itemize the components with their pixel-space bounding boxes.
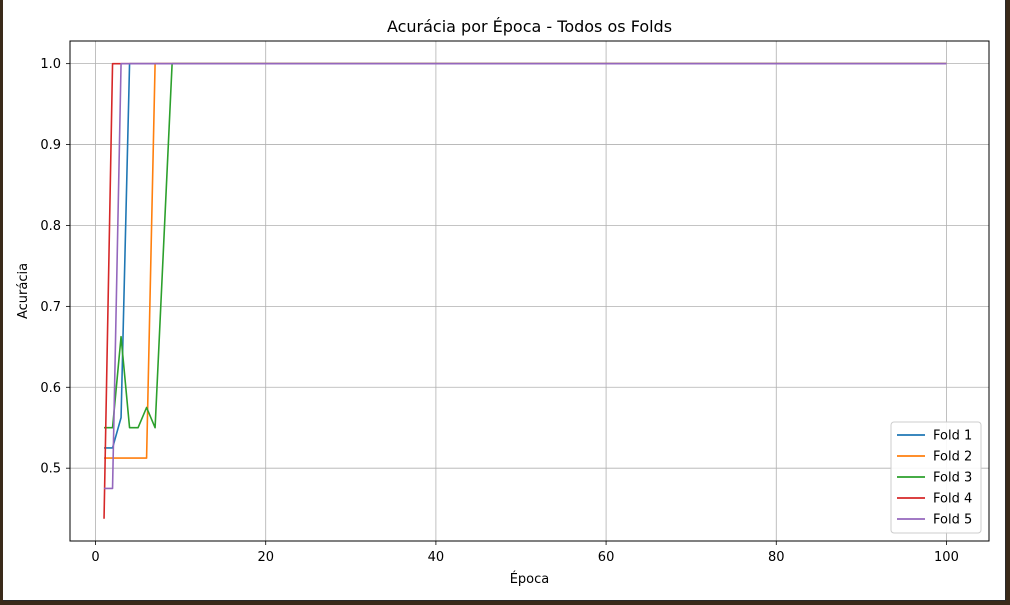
legend: Fold 1 Fold 2 Fold 3 Fold 4 Fold 5 [890, 421, 982, 534]
x-tick-label: 20 [257, 550, 274, 565]
x-tick-label: 100 [934, 550, 959, 565]
plot-area [69, 40, 990, 542]
series-line-fold-3 [104, 62, 947, 429]
x-axis-label: Época [510, 571, 550, 587]
x-tick-label: 80 [768, 550, 785, 565]
figure-canvas: 0 20 40 60 80 100 0.5 0.6 0.7 0.8 0.9 1.0 Acurácia … [3, 0, 1006, 601]
legend-label-fold-4: Fold 4 [933, 492, 972, 507]
legend-box [890, 421, 982, 534]
y-tick-label: 0.8 [40, 219, 61, 234]
series-lines [103, 62, 947, 519]
x-tick-label: 40 [428, 550, 445, 565]
series-line-fold-2 [104, 62, 947, 459]
axis-ticks: 0 20 40 60 80 100 0.5 0.6 0.7 0.8 0.9 1.0 [40, 57, 959, 565]
chart-title: Acurácia por Época - Todos os Folds [387, 17, 672, 36]
y-axis-label: Acurácia [16, 263, 31, 319]
y-tick-label: 0.9 [40, 138, 61, 153]
x-tick-label: 60 [598, 550, 615, 565]
legend-label-fold-2: Fold 2 [933, 450, 972, 465]
grid [70, 41, 989, 541]
line-chart: 0 20 40 60 80 100 0.5 0.6 0.7 0.8 0.9 1.0 Acurácia … [16, 17, 990, 587]
series-line-fold-1 [104, 62, 947, 449]
legend-label-fold-1: Fold 1 [933, 429, 972, 444]
y-tick-label: 0.7 [40, 300, 61, 315]
series-line-fold-4 [103, 62, 947, 519]
legend-label-fold-5: Fold 5 [933, 513, 972, 528]
series-line-fold-5 [104, 62, 947, 490]
x-tick-label: 0 [91, 550, 99, 565]
y-tick-label: 1.0 [40, 57, 61, 72]
y-tick-label: 0.5 [40, 462, 61, 477]
y-tick-label: 0.6 [40, 381, 61, 396]
legend-label-fold-3: Fold 3 [933, 471, 972, 486]
